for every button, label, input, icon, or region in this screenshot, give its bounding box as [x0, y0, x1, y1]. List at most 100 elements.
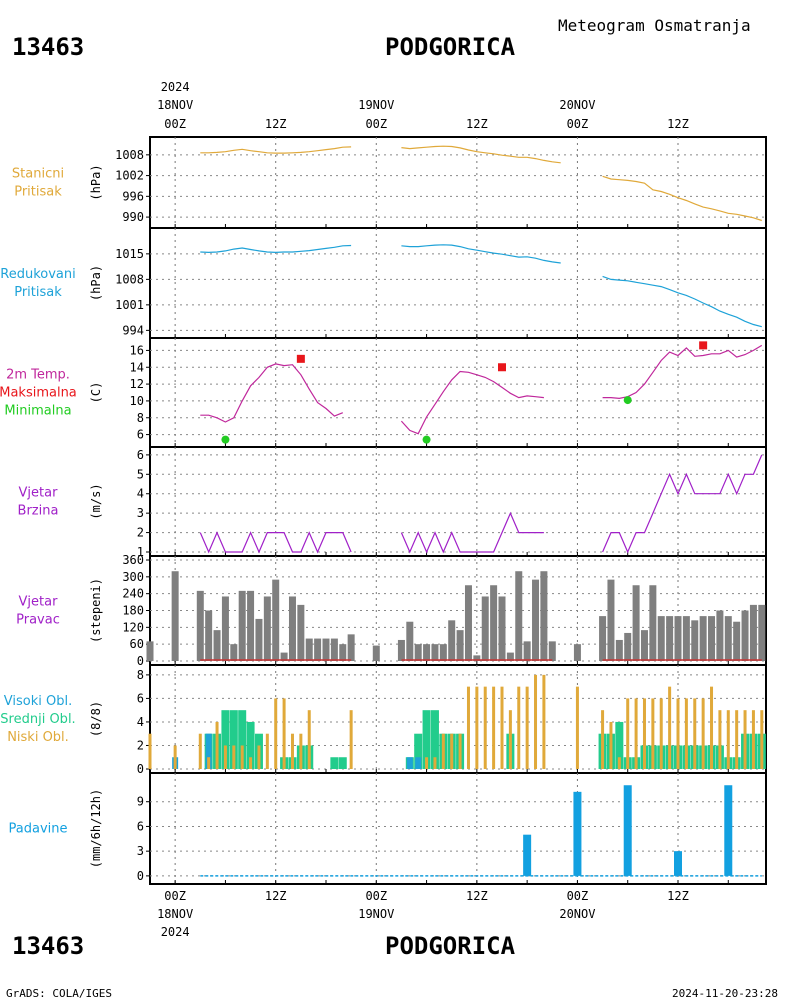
low-cloud-bar: [290, 733, 294, 769]
wind-dir-bar: [397, 639, 405, 661]
y-tick-label: 0: [137, 869, 144, 883]
wind-dir-bar: [758, 604, 766, 661]
panel-label-reduced_pressure: Pritisak: [14, 285, 62, 300]
y-tick-label: 9: [137, 795, 144, 809]
y-tick-label: 5: [137, 467, 144, 481]
low-cloud-bar: [508, 710, 512, 769]
panel-label-reduced_pressure: Redukovani: [0, 267, 75, 282]
station-name: PODGORICA: [385, 33, 516, 61]
series-line-station_pressure: [602, 175, 762, 222]
wind-dir-bar: [431, 644, 439, 661]
mid-cloud-bar: [246, 721, 255, 769]
low-cloud-bar: [760, 710, 764, 769]
low-cloud-bar: [634, 698, 638, 769]
low-cloud-bar: [483, 686, 487, 769]
wind-dir-bar: [171, 571, 179, 661]
tmin-marker: [221, 435, 230, 444]
y-axis-label: (mm/6h/12h): [89, 789, 103, 868]
wind-dir-bar: [372, 645, 380, 661]
low-cloud-bar: [441, 733, 445, 769]
precip-bar: [573, 791, 582, 876]
panel-label-wind_dir: Vjetar: [19, 595, 59, 610]
top-hour-label: 00Z: [365, 117, 387, 131]
wind-dir-bar: [414, 644, 422, 661]
y-tick-label: 1008: [115, 148, 144, 162]
y-tick-label: 0: [137, 654, 144, 668]
mid-cloud-bar: [221, 710, 230, 769]
wind-dir-bar: [146, 641, 154, 661]
y-tick-label: 1001: [115, 298, 144, 312]
y-axis-label: (8/8): [89, 701, 103, 737]
panel-frame-wind_speed: [149, 446, 767, 557]
low-cloud-bar: [349, 710, 353, 769]
series-line-temperature: [400, 370, 544, 435]
wind-dir-bar: [221, 596, 229, 661]
tmin-marker: [623, 396, 632, 405]
low-cloud-bar: [240, 745, 244, 769]
low-cloud-bar: [265, 733, 269, 769]
low-cloud-bar: [701, 698, 705, 769]
low-cloud-bar: [659, 698, 663, 769]
credit-label: GrADS: COLA/IGES: [6, 987, 112, 1000]
wind-dir-bar: [439, 644, 447, 661]
panel-label-clouds: Niski Obl.: [7, 730, 69, 745]
wind-dir-bar: [666, 616, 674, 661]
top-hour-label: 12Z: [265, 117, 287, 131]
series-line-reduced_pressure: [401, 244, 561, 264]
footer-station-id: 13463: [12, 932, 84, 960]
wind-dir-bar: [297, 604, 305, 661]
wind-dir-bar: [322, 638, 330, 661]
y-tick-label: 0: [137, 762, 144, 776]
panel-label-clouds: Srednji Obl.: [0, 712, 75, 727]
wind-dir-bar: [205, 610, 213, 661]
low-cloud-bar: [726, 710, 730, 769]
top-year-label: 2024: [161, 80, 190, 94]
wind-dir-bar: [573, 644, 581, 661]
panel-frame-station_pressure: [149, 136, 767, 229]
y-axis-label: (stepeni): [89, 578, 103, 643]
y-tick-label: 996: [122, 189, 144, 203]
wind-dir-bar: [649, 585, 657, 661]
low-cloud-bar: [626, 698, 630, 769]
low-cloud-bar: [710, 686, 714, 769]
low-cloud-bar: [542, 674, 546, 769]
y-axis-label: (m/s): [89, 483, 103, 519]
low-cloud-bar: [458, 733, 462, 769]
wind-dir-bar: [272, 579, 280, 661]
low-cloud-bar: [274, 698, 278, 769]
high-cloud-bar: [415, 757, 422, 769]
series-line-temperature: [200, 363, 344, 423]
wind-dir-bar: [423, 644, 431, 661]
bottom-hour-label: 12Z: [667, 889, 689, 903]
wind-dir-bar: [280, 652, 288, 661]
low-cloud-bar: [575, 686, 579, 769]
low-cloud-bar: [232, 745, 236, 769]
low-cloud-bar: [718, 710, 722, 769]
y-axis-label: (hPa): [89, 265, 103, 301]
low-cloud-bar: [517, 686, 521, 769]
wind-dir-bar: [196, 590, 204, 661]
low-cloud-bar: [500, 686, 504, 769]
y-tick-label: 3: [137, 844, 144, 858]
wind-dir-bar: [523, 641, 531, 661]
wind-dir-bar: [314, 638, 322, 661]
y-tick-label: 990: [122, 210, 144, 224]
wind-dir-bar: [699, 616, 707, 661]
tmax-marker: [296, 354, 305, 363]
precip-bar: [523, 834, 532, 876]
low-cloud-bar: [249, 757, 253, 769]
wind-dir-bar: [230, 644, 238, 661]
series-line-wind_speed: [199, 531, 352, 554]
top-hour-label: 12Z: [466, 117, 488, 131]
tmax-marker: [498, 363, 506, 372]
wind-dir-bar: [255, 618, 263, 661]
wind-dir-bar: [691, 620, 699, 661]
bottom-hour-label: 00Z: [567, 889, 589, 903]
low-cloud-bar: [609, 721, 613, 769]
y-tick-label: 10: [130, 394, 144, 408]
panel-label-station_pressure: Pritisak: [14, 185, 62, 200]
wind-dir-bar: [473, 655, 481, 661]
y-tick-label: 300: [122, 570, 144, 584]
low-cloud-bar: [642, 698, 646, 769]
wind-dir-bar: [347, 634, 355, 661]
